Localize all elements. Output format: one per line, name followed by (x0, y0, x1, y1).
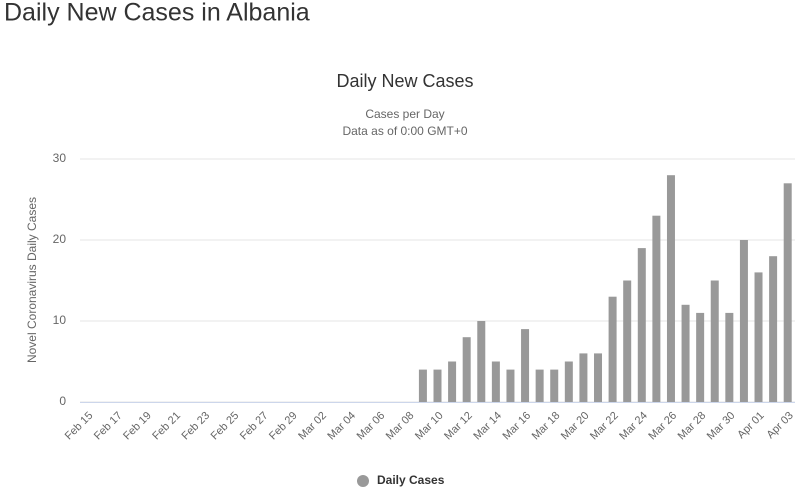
chart-subtitle: Data as of 0:00 GMT+0 (342, 124, 467, 138)
bar (521, 329, 530, 402)
legend-marker (357, 475, 369, 487)
x-tick-label: Feb 27 (238, 410, 271, 443)
bar (418, 369, 427, 402)
bar (564, 361, 573, 402)
x-tick-label: Mar 06 (355, 410, 388, 443)
x-tick-label: Feb 19 (121, 410, 154, 443)
bar (594, 353, 603, 402)
bar (783, 183, 792, 402)
page-title: Daily New Cases in Albania (4, 0, 310, 27)
bar (666, 175, 675, 402)
y-tick-label: 0 (59, 394, 66, 408)
x-tick-label: Mar 14 (471, 410, 504, 443)
bar (579, 353, 588, 402)
x-tick-label: Mar 04 (325, 410, 358, 443)
bar (739, 240, 748, 402)
x-tick-label: Mar 12 (442, 410, 475, 443)
x-tick-label: Mar 18 (530, 410, 563, 443)
y-tick-label: 30 (53, 151, 67, 165)
x-tick-label: Feb 29 (267, 410, 300, 443)
bar (637, 248, 646, 402)
bar (448, 361, 457, 402)
x-tick-label: Mar 24 (617, 410, 650, 443)
x-tick-label: Feb 17 (92, 410, 125, 443)
x-tick-label: Mar 08 (384, 410, 417, 443)
x-tick-label: Mar 26 (646, 410, 679, 443)
bar (608, 296, 617, 402)
x-tick-label: Apr 01 (735, 410, 766, 441)
chart-subtitle: Cases per Day (365, 107, 444, 121)
y-axis-label: Novel Coronavirus Daily Cases (25, 197, 39, 363)
bar (725, 312, 734, 402)
bar (710, 280, 719, 402)
bar (754, 272, 763, 402)
bar (696, 312, 705, 402)
x-tick-label: Mar 10 (413, 410, 446, 443)
bar (623, 280, 632, 402)
bar (491, 361, 500, 402)
bar (681, 304, 690, 402)
x-tick-label: Feb 15 (63, 410, 96, 443)
bar (550, 369, 559, 402)
bar (506, 369, 515, 402)
x-tick-label: Mar 16 (501, 410, 534, 443)
y-tick-label: 20 (53, 232, 67, 246)
x-tick-label: Mar 02 (296, 410, 329, 443)
bar (535, 369, 544, 402)
chart-title: Daily New Cases (336, 71, 473, 91)
bar (769, 256, 778, 402)
x-tick-label: Feb 25 (209, 410, 242, 443)
y-tick-label: 10 (53, 313, 67, 327)
x-tick-label: Apr 03 (764, 410, 795, 441)
legend-label: Daily Cases (377, 473, 445, 487)
bar (462, 337, 471, 402)
bar (433, 369, 442, 402)
x-tick-label: Feb 21 (150, 410, 183, 443)
x-tick-label: Mar 22 (588, 410, 621, 443)
x-tick-label: Mar 30 (705, 410, 738, 443)
x-tick-label: Mar 28 (676, 410, 709, 443)
bar (652, 215, 661, 402)
bar (477, 321, 486, 402)
x-tick-label: Mar 20 (559, 410, 592, 443)
x-tick-label: Feb 23 (180, 410, 213, 443)
